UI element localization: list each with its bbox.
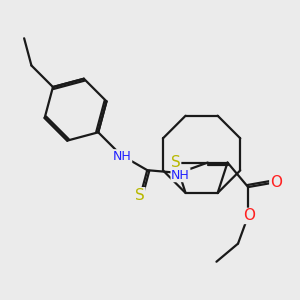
Text: NH: NH — [171, 169, 190, 182]
Text: O: O — [243, 208, 255, 224]
Text: S: S — [135, 188, 145, 203]
Text: S: S — [171, 155, 181, 170]
Text: O: O — [270, 175, 282, 190]
Text: NH: NH — [113, 150, 132, 163]
